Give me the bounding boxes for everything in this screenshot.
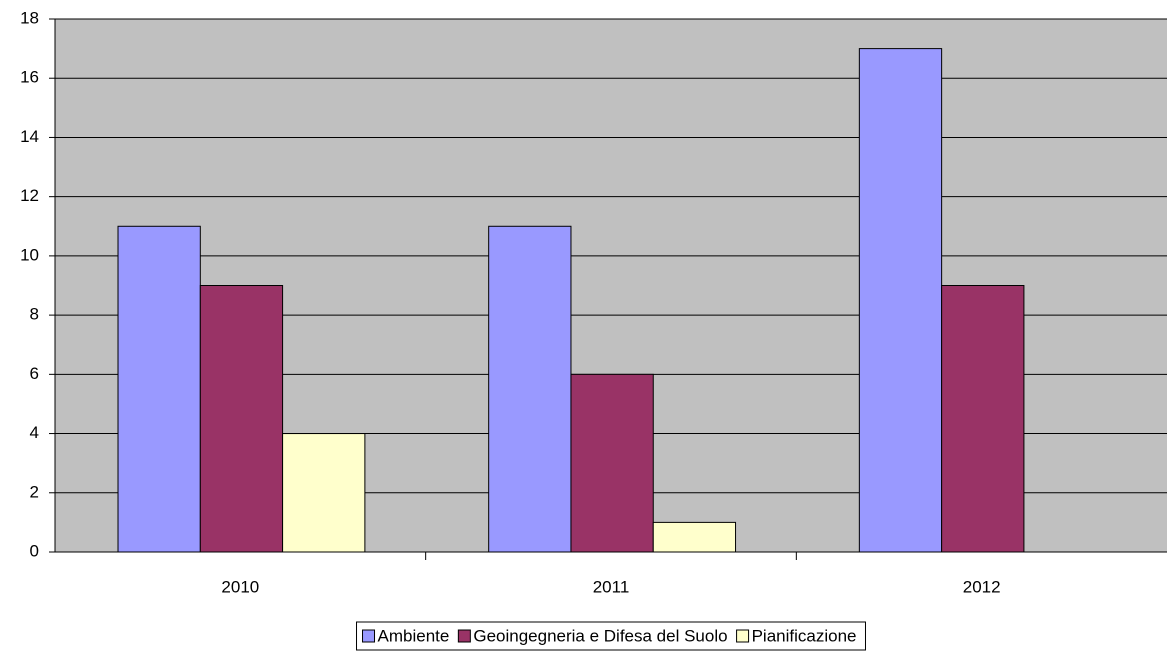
y-tick-label: 2 — [30, 482, 39, 501]
legend-box — [356, 621, 866, 651]
legend-swatch — [736, 629, 750, 643]
bar — [570, 373, 654, 553]
y-tick-label: 16 — [20, 68, 39, 87]
legend-label: Ambiente — [378, 626, 450, 645]
bar — [282, 433, 366, 553]
y-tick-label: 14 — [20, 127, 39, 146]
y-tick-label: 6 — [30, 364, 39, 383]
x-tick-label: 2011 — [593, 577, 630, 596]
bar — [117, 225, 201, 553]
x-tick-label: 2010 — [221, 577, 259, 596]
y-tick-label: 18 — [20, 8, 39, 27]
y-tick-label: 8 — [30, 305, 39, 324]
x-tick-label: 2012 — [963, 577, 1001, 596]
bar — [941, 285, 1025, 553]
bar — [652, 521, 737, 553]
y-tick-label: 12 — [20, 186, 39, 205]
y-tick-label: 4 — [30, 423, 39, 442]
legend-label: Pianificazione — [752, 626, 857, 645]
bar — [858, 48, 943, 553]
bar — [488, 225, 572, 553]
bar — [199, 285, 284, 553]
y-tick-label: 0 — [30, 541, 39, 560]
legend-swatch — [457, 629, 471, 643]
legend-swatch — [362, 629, 376, 643]
y-tick-label: 10 — [20, 245, 39, 264]
legend-label: Geoingegneria e Difesa del Suolo — [473, 626, 727, 645]
